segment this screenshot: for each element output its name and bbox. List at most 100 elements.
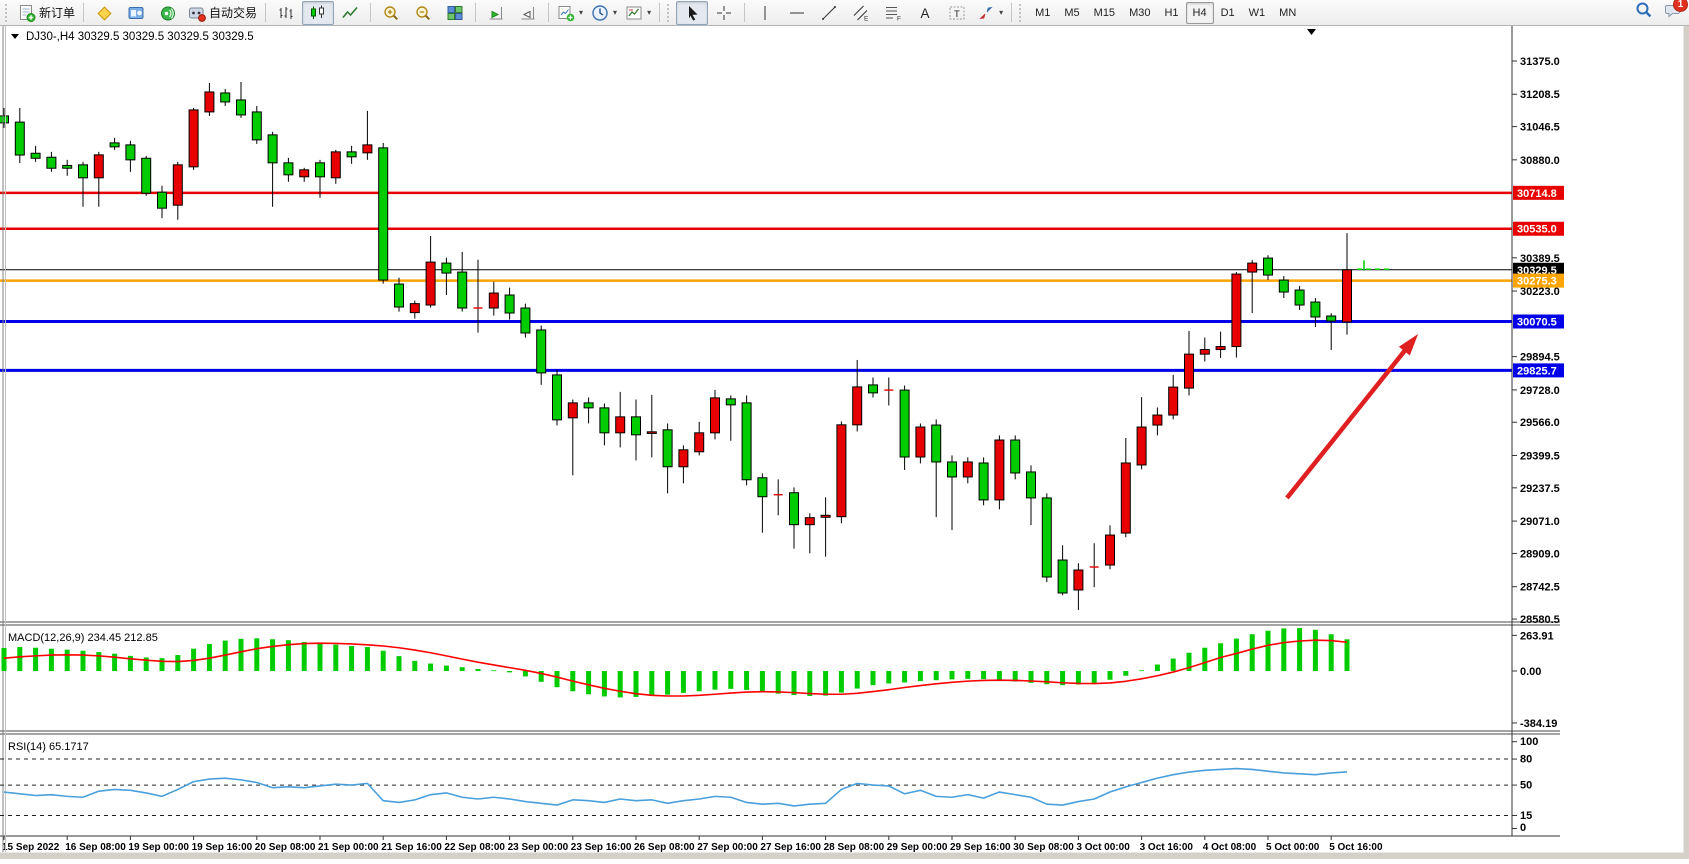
- chevron-down-icon: ▾: [579, 8, 583, 17]
- macd-bar: [649, 671, 654, 696]
- time-label: 15 Sep 2022: [2, 842, 60, 853]
- symbol-dropdown-icon[interactable]: [11, 34, 19, 39]
- search-button[interactable]: [1635, 1, 1653, 24]
- arrows-icon: [977, 4, 995, 22]
- linechart-icon: [341, 4, 359, 22]
- macd-pane: 263.910.00-384.19: [2, 628, 1558, 730]
- market-watch-button[interactable]: [120, 1, 152, 25]
- trend-arrow-shaft[interactable]: [1287, 345, 1409, 498]
- notifications-button[interactable]: 1: [1663, 1, 1681, 24]
- template-icon: [625, 4, 643, 22]
- macd-bar: [254, 638, 259, 671]
- cursor-button[interactable]: [676, 1, 708, 25]
- new-chart-button[interactable]: ▾: [553, 1, 587, 25]
- channel-icon: E: [852, 4, 870, 22]
- macd-bar: [902, 671, 907, 682]
- bar-chart-button[interactable]: [270, 1, 302, 25]
- time-label: 16 Sep 08:00: [65, 842, 126, 853]
- toolbar-separator: [744, 3, 745, 22]
- macd-bar: [1345, 639, 1350, 671]
- time-label: 29 Sep 16:00: [950, 842, 1011, 853]
- search-icon: [1635, 1, 1653, 19]
- macd-bar: [1108, 671, 1113, 680]
- tiles-icon: [446, 4, 464, 22]
- horizontal-line-button[interactable]: [781, 1, 813, 25]
- cursor-icon: [683, 4, 701, 22]
- autotrade-icon: [188, 4, 206, 22]
- timeframe-m1-button[interactable]: M1: [1028, 2, 1057, 24]
- zoom-out-icon: [414, 4, 432, 22]
- macd-bar: [918, 671, 923, 681]
- macd-bar: [318, 643, 323, 671]
- fibonacci-button[interactable]: F: [877, 1, 909, 25]
- blue-panel-icon: [127, 4, 145, 22]
- time-label: 3 Oct 00:00: [1076, 842, 1130, 853]
- chart-shift-button[interactable]: [480, 1, 512, 25]
- trend-icon: [820, 4, 838, 22]
- vertical-line-button[interactable]: [749, 1, 781, 25]
- price-badge: 30070.5: [1517, 316, 1557, 328]
- macd-bar: [807, 671, 812, 696]
- price-badge: 30714.8: [1517, 188, 1557, 200]
- time-label: 3 Oct 16:00: [1140, 842, 1194, 853]
- textA-icon: A: [916, 4, 934, 22]
- templates-button[interactable]: ▾: [621, 1, 655, 25]
- timeframe-d1-button[interactable]: D1: [1214, 2, 1242, 24]
- chart-canvas[interactable]: 31375.031208.531046.530880.030389.530223…: [0, 26, 1689, 859]
- timeframe-m30-button[interactable]: M30: [1122, 2, 1157, 24]
- macd-tick: 0.00: [1520, 666, 1541, 678]
- arrows-button[interactable]: ▾: [973, 1, 1007, 25]
- timeframe-m15-button[interactable]: M15: [1087, 2, 1122, 24]
- trendline-button[interactable]: [813, 1, 845, 25]
- zoom-in-icon: [382, 4, 400, 22]
- zoom-out-button[interactable]: [407, 1, 439, 25]
- text-label-button[interactable]: T: [941, 1, 973, 25]
- timeframe-mn-button[interactable]: MN: [1272, 2, 1303, 24]
- price-tick: 29894.5: [1520, 352, 1560, 364]
- macd-bar: [602, 671, 607, 696]
- macd-bar: [823, 671, 828, 696]
- text-button[interactable]: A: [909, 1, 941, 25]
- line-chart-button[interactable]: [334, 1, 366, 25]
- timeframe-h4-button[interactable]: H4: [1186, 2, 1214, 24]
- new-order-button[interactable]: 新订单: [14, 1, 79, 25]
- metaeditor-button[interactable]: [88, 1, 120, 25]
- annotations-layer[interactable]: [1287, 260, 1418, 498]
- macd-bar: [397, 656, 402, 671]
- candle-chart-button[interactable]: [302, 1, 334, 25]
- macd-bar: [997, 671, 1002, 680]
- last-bar-marker-icon[interactable]: [1307, 29, 1316, 35]
- tile-windows-button[interactable]: [439, 1, 471, 25]
- macd-bar: [586, 671, 591, 694]
- chevron-down-icon: ▾: [647, 8, 651, 17]
- macd-bar: [1234, 639, 1239, 671]
- fibo-icon: F: [884, 4, 902, 22]
- signals-button[interactable]: [152, 1, 184, 25]
- auto-trading-button[interactable]: 自动交易: [184, 1, 261, 25]
- equidistant-channel-button[interactable]: E: [845, 1, 877, 25]
- rsi-tick: 50: [1520, 780, 1532, 792]
- timeframe-m5-button[interactable]: M5: [1057, 2, 1086, 24]
- macd-bar: [333, 645, 338, 671]
- toolbar-grip: [1019, 4, 1025, 22]
- auto-scroll-button[interactable]: [512, 1, 544, 25]
- macd-tick: 263.91: [1520, 630, 1554, 642]
- yellow-diamond-icon: [95, 4, 113, 22]
- macd-bar: [1313, 630, 1318, 671]
- macd-bar: [2, 648, 7, 671]
- toolbar-separator: [1011, 3, 1012, 22]
- window-right-strip: [1684, 26, 1689, 859]
- macd-bar: [460, 667, 465, 671]
- macd-bar: [839, 671, 844, 693]
- timeframe-h1-button[interactable]: H1: [1157, 2, 1185, 24]
- macd-bar: [476, 669, 481, 671]
- zoom-in-button[interactable]: [375, 1, 407, 25]
- profiles-button[interactable]: ▾: [587, 1, 621, 25]
- new-chart-icon: [557, 4, 575, 22]
- toolbar-separator: [548, 3, 549, 22]
- autoscroll-icon: [519, 4, 537, 22]
- timeframe-w1-button[interactable]: W1: [1242, 2, 1273, 24]
- macd-bar: [934, 671, 939, 680]
- macd-bar: [239, 639, 244, 671]
- crosshair-button[interactable]: [708, 1, 740, 25]
